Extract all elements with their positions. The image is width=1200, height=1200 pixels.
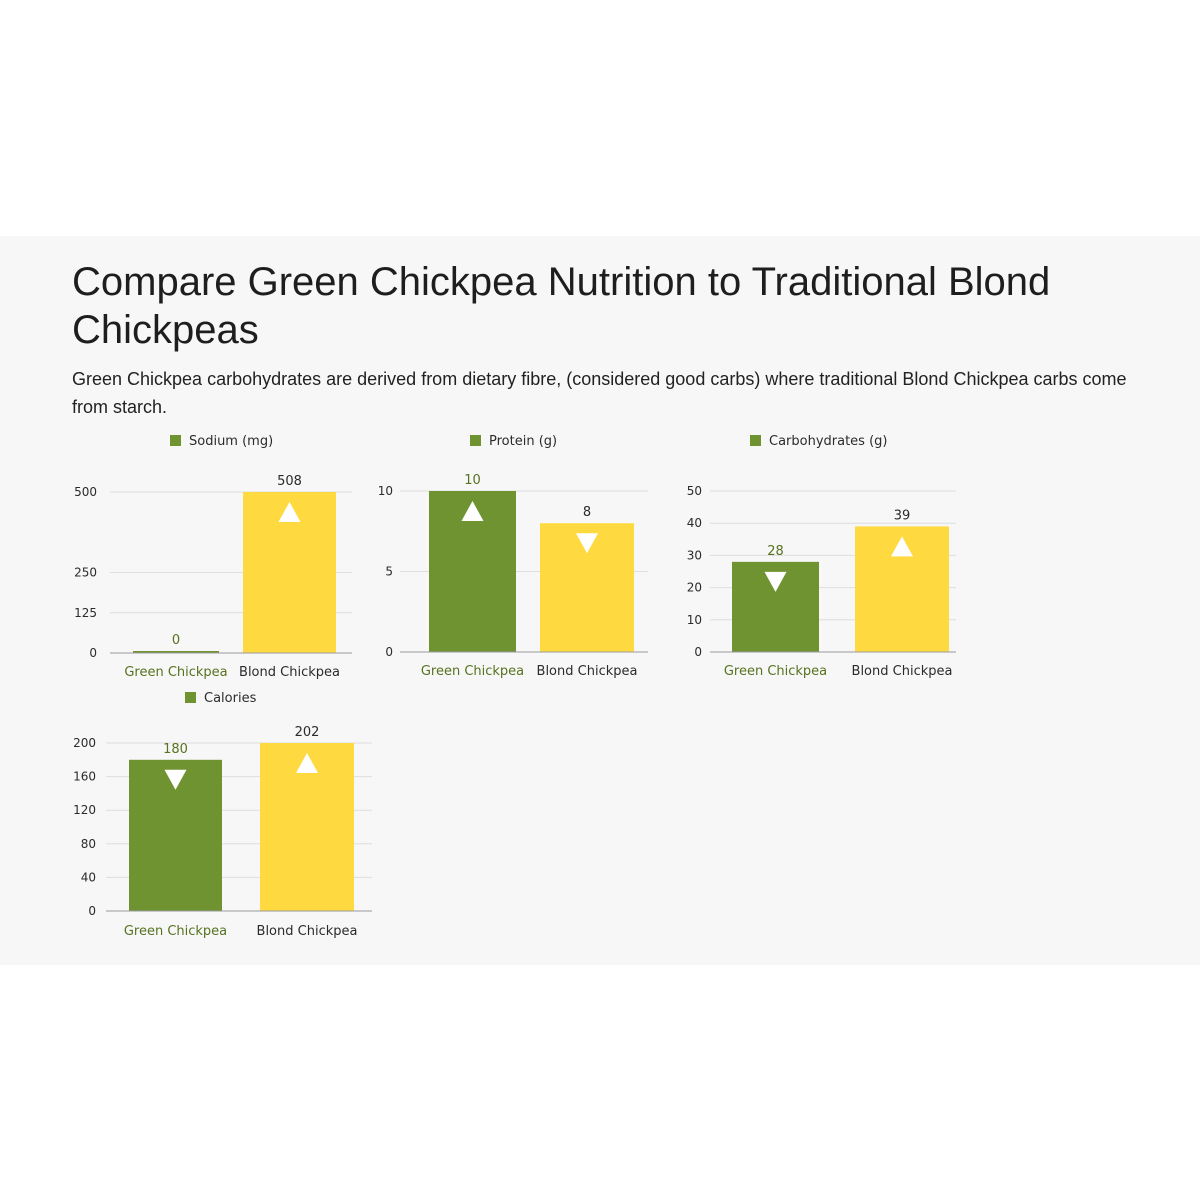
data-label: 10 xyxy=(464,473,481,488)
y-tick-label: 120 xyxy=(73,803,96,817)
page-subtitle: Green Chickpea carbohydrates are derived… xyxy=(72,369,1127,417)
sodium-chart: Sodium (mg) 0 125 250 500 0 Green Chickpea 508 B… xyxy=(74,434,352,680)
y-tick-label: 40 xyxy=(687,516,702,530)
y-tick-label: 10 xyxy=(378,484,393,498)
data-label: 39 xyxy=(894,508,911,523)
y-tick-label: 0 xyxy=(89,646,97,660)
x-category-label: Green Chickpea xyxy=(124,665,227,680)
y-tick-label: 30 xyxy=(687,548,702,562)
data-label: 508 xyxy=(277,474,302,489)
legend-swatch xyxy=(750,435,761,446)
y-tick-label: 5 xyxy=(385,565,393,579)
protein-chart: Protein (g) 0 5 10 10 Green Chickpea 8 Blond Ch… xyxy=(378,434,648,679)
y-tick-label: 10 xyxy=(687,613,702,627)
legend-swatch xyxy=(185,692,196,703)
x-category-label: Blond Chickpea xyxy=(257,924,358,939)
y-tick-label: 50 xyxy=(687,484,702,498)
y-tick-label: 0 xyxy=(694,645,702,659)
y-tick-label: 200 xyxy=(73,736,96,750)
legend-label: Carbohydrates (g) xyxy=(769,434,888,449)
y-tick-label: 0 xyxy=(88,904,96,918)
increase-marker-icon xyxy=(461,501,484,521)
data-label: 0 xyxy=(172,633,180,648)
decrease-marker-icon xyxy=(164,769,187,790)
y-tick-label: 500 xyxy=(74,485,97,499)
x-category-label: Blond Chickpea xyxy=(239,665,340,680)
calories-chart: Calories 0 40 80 120 160 200 180 Green Chickpea 2… xyxy=(73,691,372,939)
y-tick-label: 0 xyxy=(385,645,393,659)
x-category-label: Blond Chickpea xyxy=(537,664,638,679)
x-category-label: Green Chickpea xyxy=(124,924,227,939)
legend-label: Protein (g) xyxy=(489,434,557,449)
increase-marker-icon xyxy=(891,536,913,557)
x-category-label: Blond Chickpea xyxy=(852,664,953,679)
legend-swatch xyxy=(170,435,181,446)
x-category-label: Green Chickpea xyxy=(724,664,827,679)
y-tick-label: 160 xyxy=(73,770,96,784)
increase-marker-icon xyxy=(278,502,301,522)
data-label: 180 xyxy=(163,742,188,757)
bar-green-chickpea xyxy=(133,651,219,653)
data-label: 28 xyxy=(767,544,784,559)
data-label: 202 xyxy=(295,725,320,740)
legend-label: Calories xyxy=(204,691,257,706)
increase-marker-icon xyxy=(296,753,318,773)
y-tick-label: 80 xyxy=(81,837,96,851)
decrease-marker-icon xyxy=(576,533,598,554)
legend-label: Sodium (mg) xyxy=(189,434,273,449)
carbohydrates-chart: Carbohydrates (g) 0 10 20 30 40 50 28 Green Chic… xyxy=(687,434,956,679)
y-tick-label: 250 xyxy=(74,566,97,580)
data-label: 8 xyxy=(583,505,591,520)
y-tick-label: 40 xyxy=(81,870,96,884)
y-tick-label: 125 xyxy=(74,606,97,620)
x-category-label: Green Chickpea xyxy=(421,664,524,679)
page-title: Compare Green Chickpea Nutrition to Trad… xyxy=(72,260,1051,352)
legend-swatch xyxy=(470,435,481,446)
decrease-marker-icon xyxy=(764,571,787,592)
y-tick-label: 20 xyxy=(687,581,702,595)
